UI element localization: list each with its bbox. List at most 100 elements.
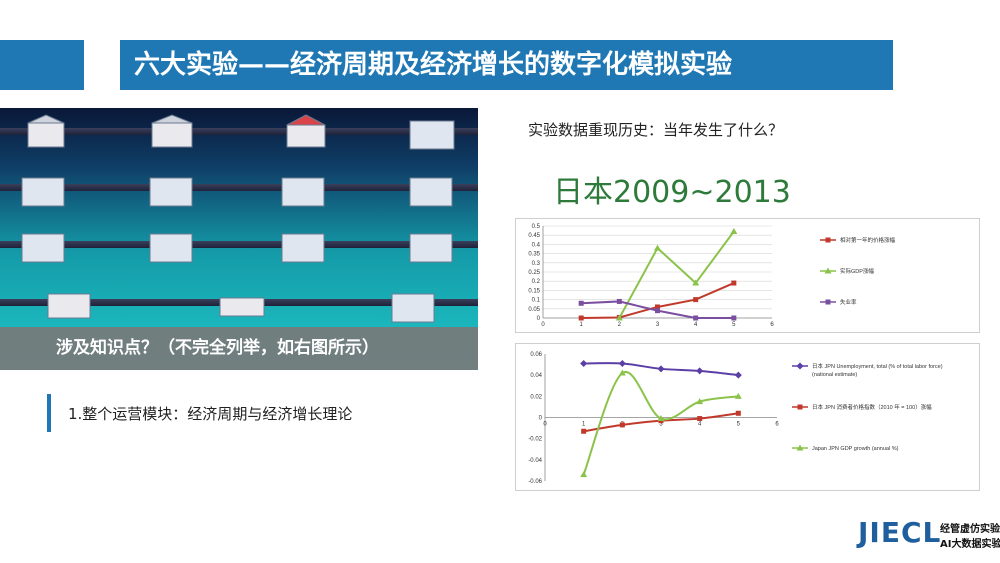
x-tick-label: 5 bbox=[732, 322, 736, 328]
y-tick-label: -0.06 bbox=[528, 479, 542, 485]
data-point bbox=[655, 308, 660, 314]
data-point bbox=[696, 398, 704, 405]
data-point bbox=[734, 392, 742, 399]
x-tick-label: 4 bbox=[694, 322, 698, 328]
road-3 bbox=[0, 241, 478, 248]
x-tick-label: 6 bbox=[775, 422, 779, 428]
data-point bbox=[618, 369, 626, 376]
data-point bbox=[735, 410, 741, 416]
logo-subtitle: 经管虚仿实验 AI大数据实验 bbox=[940, 522, 1000, 552]
legend-label: 日本 JPN Unemployment, total (% of total l… bbox=[812, 362, 943, 370]
data-point bbox=[797, 404, 803, 410]
x-tick-label: 3 bbox=[656, 322, 660, 328]
y-tick-label: 0.3 bbox=[532, 261, 541, 267]
building bbox=[409, 233, 453, 263]
data-point bbox=[619, 422, 625, 428]
data-point bbox=[730, 228, 738, 235]
data-point bbox=[693, 297, 699, 303]
data-point bbox=[796, 362, 804, 370]
x-tick-label: 0 bbox=[543, 422, 547, 428]
data-point bbox=[578, 315, 584, 321]
city-illustration bbox=[0, 114, 478, 323]
data-point bbox=[657, 365, 665, 373]
city-simulation-image bbox=[0, 108, 478, 370]
y-tick-label: 0 bbox=[539, 416, 543, 422]
data-question: 实验数据重现历史：当年发生了什么？ bbox=[528, 121, 784, 139]
legend-label: Japan JPN GDP growth (annual %) bbox=[812, 446, 899, 452]
logo-line-1: 经管虚仿实验 bbox=[940, 524, 1000, 535]
legend-label: 日本 JPN 消费者价格指数（2010 年 = 100）涨幅 bbox=[812, 403, 932, 411]
chart-frame bbox=[515, 343, 980, 491]
y-tick-label: 0.2 bbox=[532, 279, 541, 285]
data-point bbox=[580, 360, 588, 368]
x-tick-label: 6 bbox=[770, 322, 774, 328]
data-point bbox=[825, 299, 831, 305]
y-tick-label: 0 bbox=[537, 316, 541, 322]
building bbox=[149, 233, 193, 263]
x-tick-label: 0 bbox=[541, 322, 545, 328]
data-point bbox=[825, 237, 831, 243]
data-point bbox=[581, 428, 587, 434]
legend-label: 失业率 bbox=[840, 298, 857, 306]
data-point bbox=[616, 298, 622, 304]
data-point bbox=[796, 444, 804, 451]
data-point bbox=[580, 471, 588, 478]
x-tick-label: 1 bbox=[582, 422, 586, 428]
legend-label: (national estimate) bbox=[812, 372, 857, 378]
logo-line-2: AI大数据实验 bbox=[940, 539, 1000, 550]
knowledge-point-item: 1.整个运营模块：经济周期与经济增长理论 bbox=[68, 405, 353, 423]
chart-price-gdp-unemployment: 0 0.05 0.1 0.15 0.2 0.25 0.3 0.35 0.4 0.45 0.5 0 1 2 3… bbox=[515, 218, 980, 333]
data-point bbox=[734, 371, 742, 379]
data-point bbox=[693, 315, 699, 321]
legend-label: 实际GDP涨幅 bbox=[840, 267, 874, 275]
building bbox=[286, 114, 326, 148]
building bbox=[151, 114, 193, 148]
data-point bbox=[692, 279, 700, 286]
x-tick-label: 5 bbox=[737, 422, 741, 428]
y-tick-label: 0.5 bbox=[532, 224, 541, 230]
data-point bbox=[618, 360, 626, 368]
building bbox=[281, 177, 325, 207]
series-2: 失业率 bbox=[578, 298, 857, 321]
plot-area: 0 0.05 0.1 0.15 0.2 0.25 0.3 0.35 0.4 0.45 0.5 0 1 2 3… bbox=[528, 224, 895, 328]
data-point bbox=[615, 314, 623, 321]
building bbox=[409, 120, 455, 150]
series-0: 日本 JPN Unemployment, total (% of total l… bbox=[580, 360, 943, 379]
data-point bbox=[824, 267, 832, 274]
data-point bbox=[697, 416, 703, 422]
building bbox=[391, 293, 435, 323]
jiecl-logo: JIECL bbox=[858, 516, 942, 549]
page-title: 六大实验——经济周期及经济增长的数字化模拟实验 bbox=[120, 40, 893, 90]
building bbox=[21, 233, 65, 263]
data-point bbox=[655, 304, 660, 310]
y-tick-label: -0.04 bbox=[528, 458, 542, 464]
data-point bbox=[657, 415, 665, 422]
series-2: Japan JPN GDP growth (annual %) bbox=[580, 369, 899, 478]
y-tick-label: 0.25 bbox=[528, 270, 540, 276]
series-line bbox=[618, 230, 735, 319]
building bbox=[149, 177, 193, 207]
road-1 bbox=[0, 128, 478, 135]
chart-heading: 日本2009~2013 bbox=[553, 175, 791, 210]
left-accent-bar bbox=[0, 40, 84, 90]
building bbox=[219, 297, 265, 317]
road-2 bbox=[0, 184, 478, 191]
building bbox=[409, 177, 453, 207]
data-point bbox=[654, 244, 661, 251]
series-1: 实际GDP涨幅 bbox=[615, 228, 874, 321]
bullet-bar bbox=[47, 394, 51, 432]
y-tick-label: 0.4 bbox=[532, 242, 541, 248]
y-tick-label: 0.05 bbox=[528, 307, 540, 313]
building bbox=[21, 177, 65, 207]
data-point bbox=[731, 280, 737, 286]
chart-frame bbox=[515, 218, 980, 333]
knowledge-points-caption: 涉及知识点？（不完全列举，如右图所示） bbox=[0, 327, 478, 370]
building bbox=[47, 293, 91, 319]
x-tick-label: 3 bbox=[659, 422, 663, 428]
x-tick-label: 4 bbox=[698, 422, 702, 428]
building bbox=[281, 233, 325, 263]
y-tick-label: 0.1 bbox=[532, 298, 541, 304]
series-line bbox=[582, 370, 739, 476]
